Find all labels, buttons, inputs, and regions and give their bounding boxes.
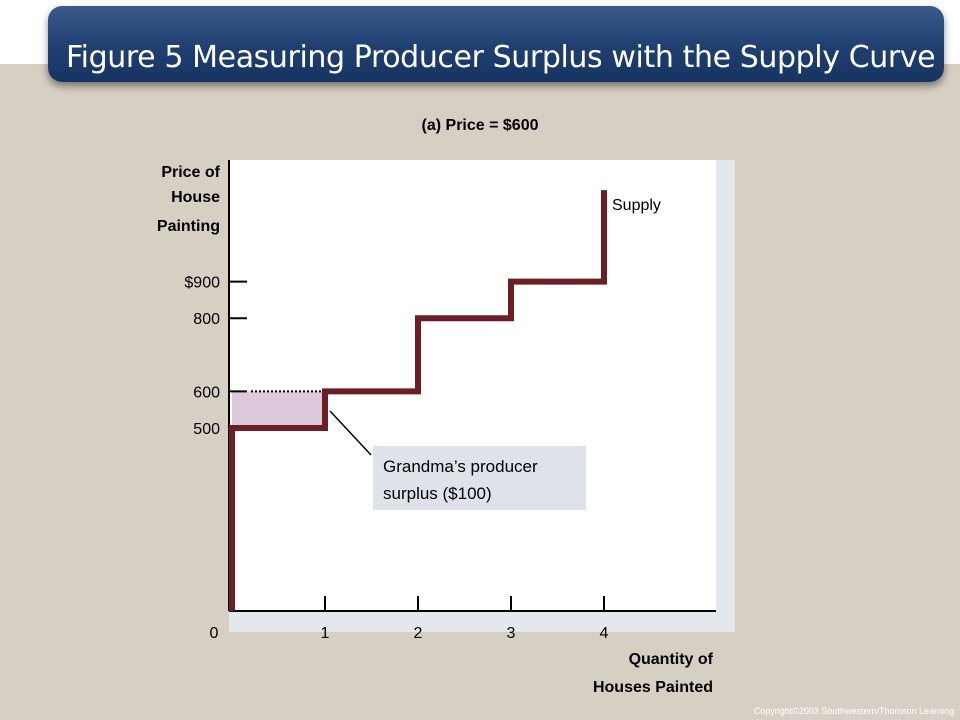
producer-surplus-area [232, 391, 325, 428]
annotation-line-1: Grandma’s producer [383, 457, 538, 476]
y-axis-label-line-3: Painting [157, 218, 220, 235]
x-tick-label-1: 1 [321, 625, 330, 642]
plot-area [229, 160, 716, 611]
x-tick-label-2: 2 [414, 625, 423, 642]
slide-title: Figure 5 Measuring Producer Surplus with… [66, 40, 936, 75]
x-tick-label-0: 0 [210, 625, 219, 642]
annotation-pointer [329, 410, 372, 456]
y-tick-label-3: $900 [184, 275, 220, 292]
copyright-footer: Copyright©2003 Southwestern/Thomson Lear… [753, 706, 954, 716]
chart-marks: 500 600 800 $900 0 1 2 3 4 Supply [184, 190, 661, 642]
y-tick-label-0: 500 [193, 421, 220, 438]
x-tick-label-3: 3 [507, 625, 516, 642]
supply-curve [229, 190, 607, 611]
y-tick-label-2: 800 [193, 311, 220, 328]
y-tick-label-1: 600 [193, 384, 220, 401]
x-axis-label-line-2: Houses Painted [593, 679, 713, 696]
chart-subtitle: (a) Price = $600 [421, 117, 539, 134]
x-axis-label-line-1: Quantity of [629, 651, 714, 668]
annotation-line-2: surplus ($100) [383, 484, 492, 503]
title-bar: Figure 5 Measuring Producer Surplus with… [48, 6, 944, 82]
supply-label: Supply [612, 197, 661, 214]
y-axis-label-line-1: Price of [161, 164, 220, 181]
y-axis-label-line-2: House [171, 189, 220, 206]
annotation-box [373, 446, 586, 510]
x-tick-label-4: 4 [600, 625, 609, 642]
